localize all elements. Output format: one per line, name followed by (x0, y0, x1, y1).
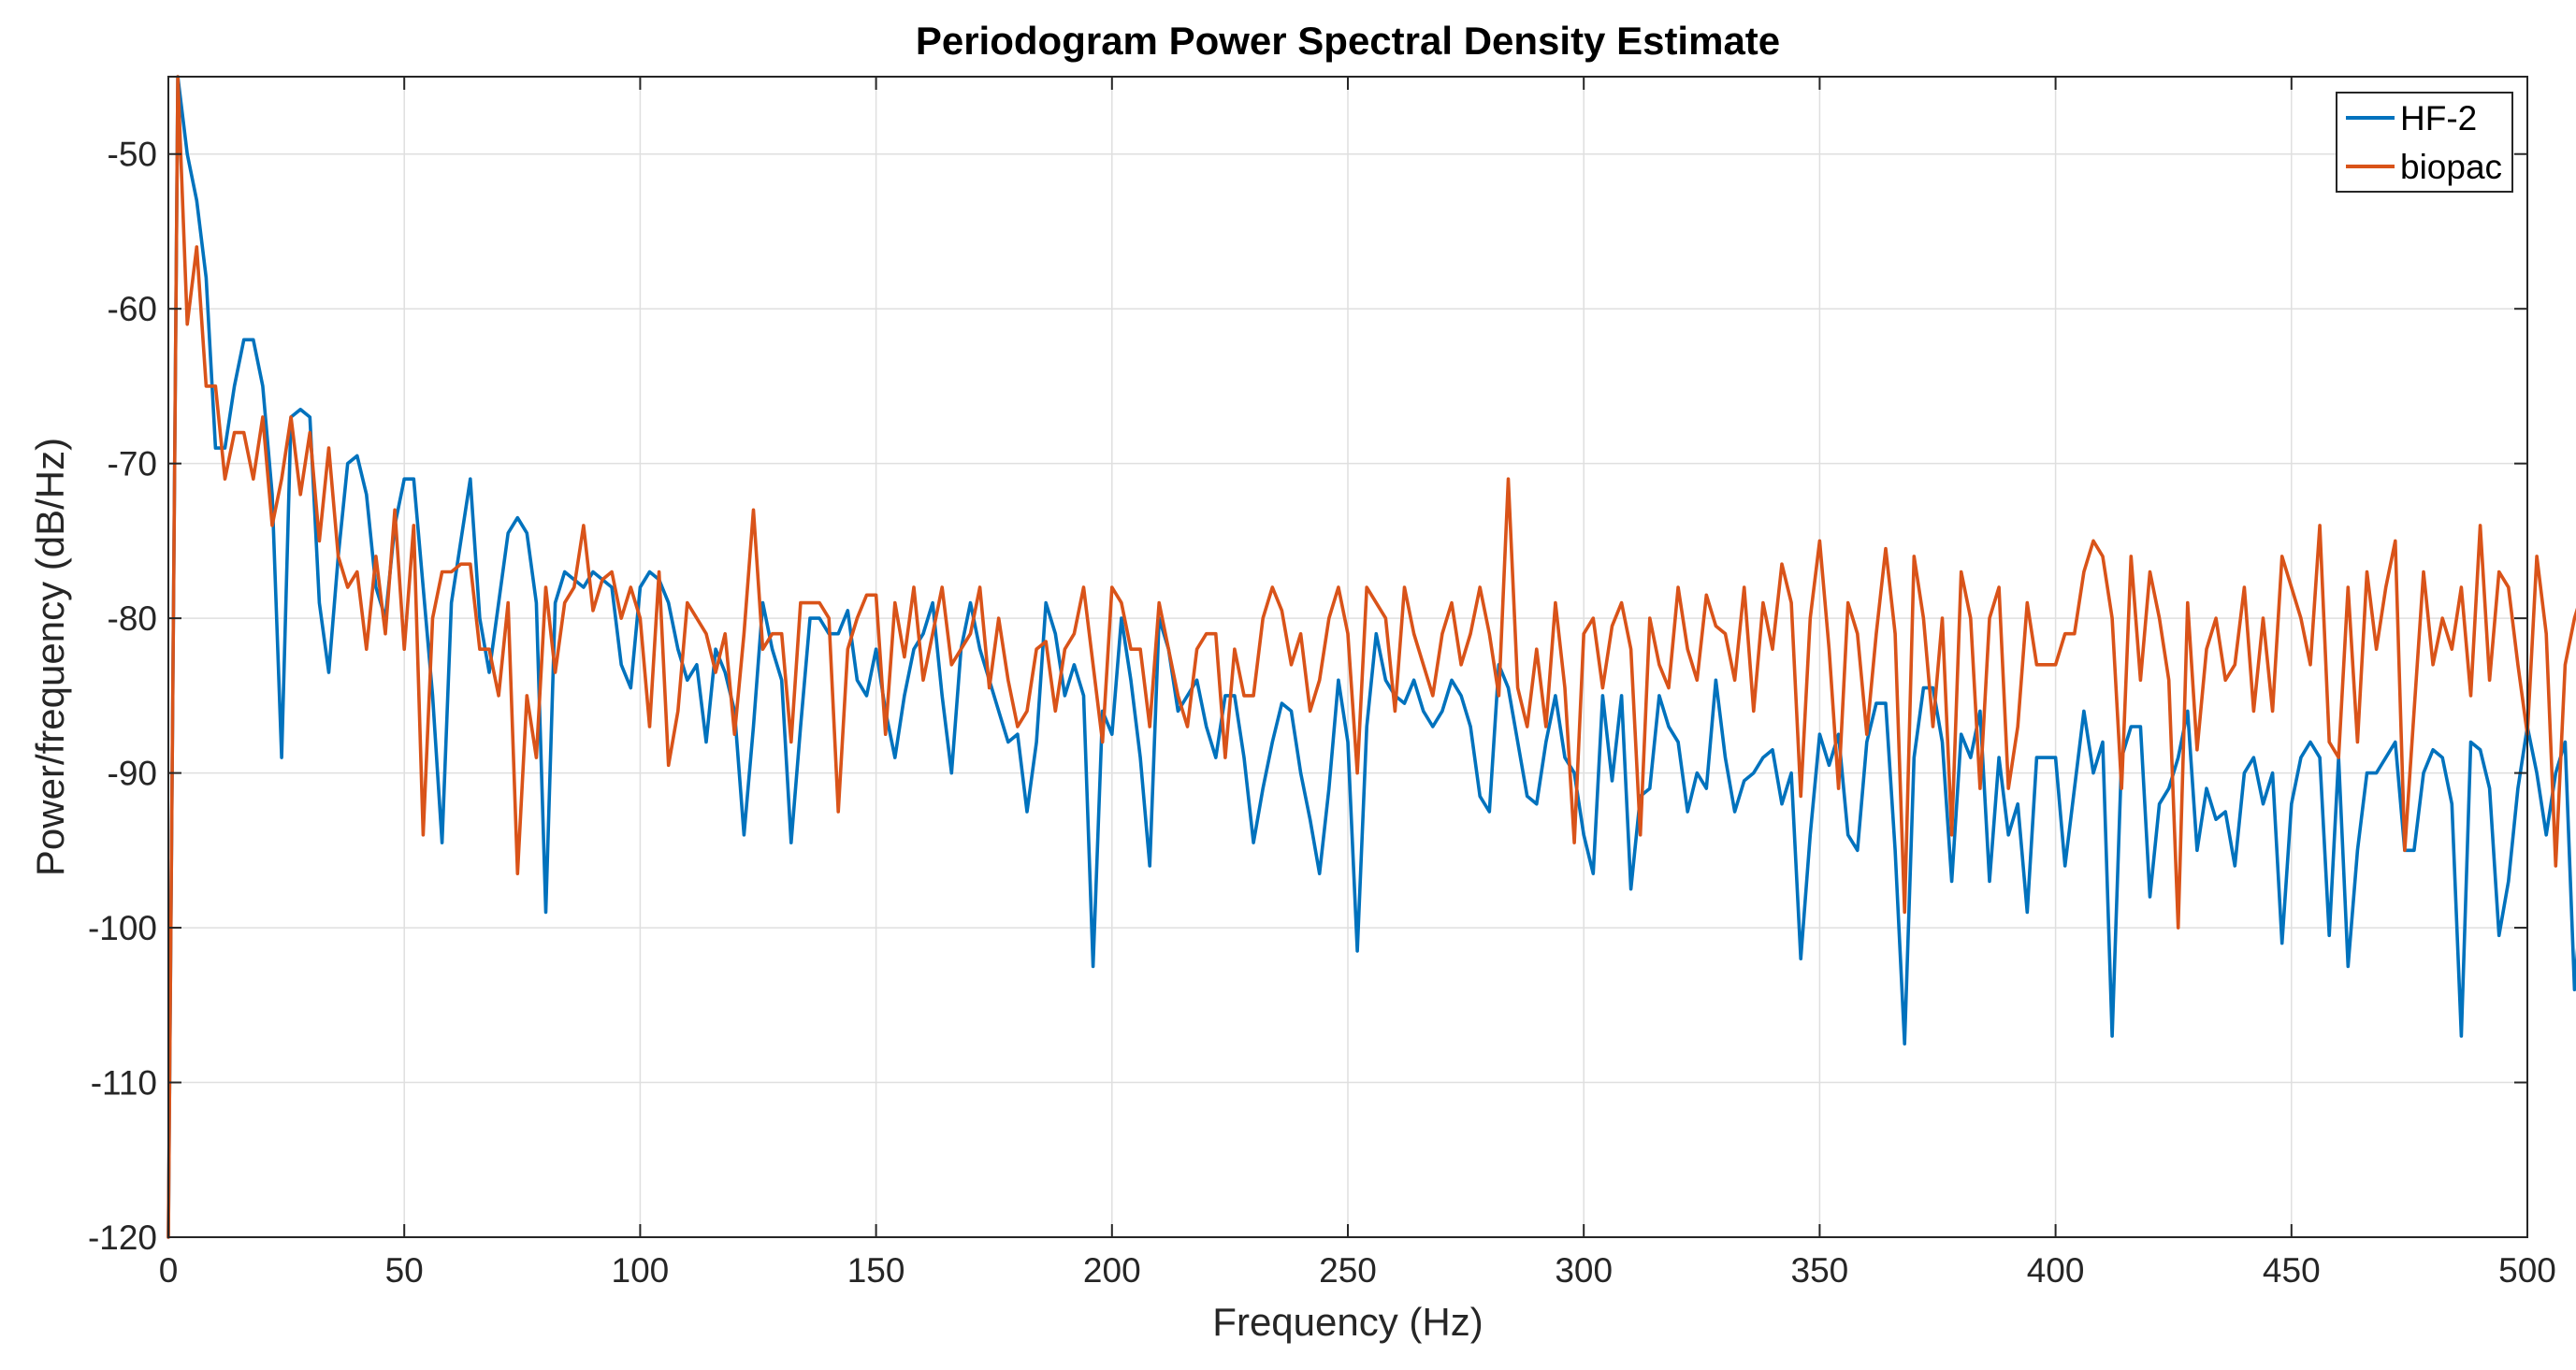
series-line-hf-2 (166, 75, 2576, 1239)
y-tick-label: -100 (88, 909, 157, 947)
x-tick-label: 350 (1791, 1251, 1849, 1290)
x-tick-label: 250 (1319, 1251, 1377, 1290)
y-tick-label: -90 (108, 755, 157, 793)
y-tick-label: -110 (91, 1064, 157, 1103)
legend-label-biopac: biopac (2400, 148, 2502, 186)
x-axis-label: Frequency (Hz) (1212, 1300, 1483, 1344)
x-tick-label: 50 (385, 1251, 424, 1290)
x-tick-label: 200 (1083, 1251, 1141, 1290)
series-group (166, 75, 2576, 1239)
legend-box (2336, 92, 2513, 193)
x-tick-label: 300 (1555, 1251, 1613, 1290)
x-tick-label: 150 (847, 1251, 905, 1290)
series-line-biopac (166, 75, 2576, 1239)
tick-marks (167, 77, 2528, 1238)
legend: HF-2 biopac (2336, 92, 2513, 193)
y-tick-label: -70 (108, 445, 157, 483)
x-tick-label: 100 (612, 1251, 670, 1290)
x-tick-label: 500 (2498, 1251, 2556, 1290)
y-tick-label: -80 (108, 599, 157, 638)
x-tick-label: 400 (2027, 1251, 2085, 1290)
x-tick-label: 450 (2263, 1251, 2321, 1290)
y-tick-label: -120 (88, 1219, 157, 1257)
y-axis-label: Power/frequency (dB/Hz) (28, 438, 72, 876)
x-tick-label: 0 (159, 1251, 179, 1290)
legend-label-hf-2: HF-2 (2400, 99, 2477, 137)
y-tick-label: -60 (108, 290, 157, 328)
chart-title: Periodogram Power Spectral Density Estim… (916, 19, 1780, 63)
x-tick-labels: 0 50 100 150 200 250 300 350 400 450 500 (159, 1251, 2556, 1290)
y-tick-labels: -120 -110 -100 -90 -80 -70 -60 -50 (88, 136, 157, 1257)
y-tick-label: -50 (108, 136, 157, 174)
